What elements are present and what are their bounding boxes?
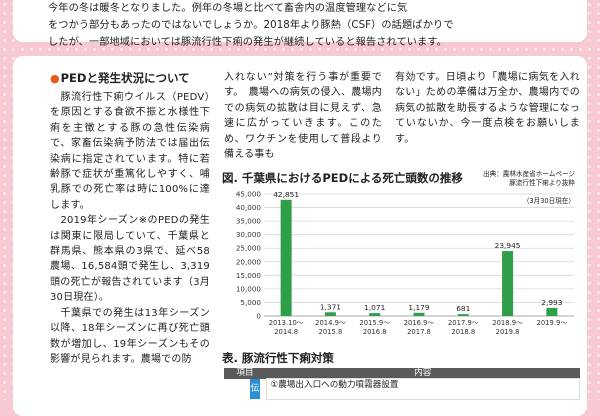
bar (324, 312, 336, 316)
x-tick-label: 2014.8 (274, 328, 298, 336)
right-column: 有効です。日頃より「農場に病気を入れない」ための準備は万全か、農場内での病気の拡… (395, 70, 580, 147)
y-tick-label: 40,000 (236, 203, 262, 212)
source-line: 豚流行性下痢より抜粋 (509, 179, 575, 187)
x-tick-label: 2018.9～ (492, 319, 523, 327)
middle-column: 入れない”対策を行う事が重要です。 農場への病気の侵入、農場内での病気の拡散は目… (224, 70, 382, 162)
data-label: 23,945 (495, 241, 521, 250)
figure-date-note: （3月30日現在） (522, 197, 575, 205)
death-count-bar-chart: 0 5,000 10,000 15,000 20,000 25,000 30,000 35,0… (236, 190, 574, 336)
y-tick-label: 0 (256, 312, 261, 321)
x-tick-label: 2018.8 (451, 328, 475, 336)
left-column: ●PEDと発生状況について 豚流行性下痢ウイルス（PEDV）を原因とする食欲不振… (50, 70, 210, 367)
x-tick-label: 2019.8 (496, 328, 520, 336)
table-header-item: 項目 (224, 368, 266, 379)
bar (457, 314, 469, 316)
x-tick-label: 2016.9～ (404, 319, 435, 327)
article-box (13, 56, 587, 416)
y-tick-label: 45,000 (236, 190, 262, 199)
bar (502, 251, 514, 316)
paragraph: 有効です。日頃より「農場に病気を入れない」ための準備は万全か、農場内での病気の拡… (395, 72, 580, 145)
intro-line: 今年の冬は暖冬となりました。例年の冬場と比べて畜舎内の温度管理などに気 (48, 3, 408, 14)
data-label: 681 (456, 304, 470, 313)
table-content-cell: ①農場出入口への動力噴霧器設置 (265, 378, 580, 400)
x-tick-label: 2015.8 (319, 328, 343, 336)
data-label: 42,851 (273, 190, 299, 199)
intro-box (13, 0, 587, 42)
paragraph: 入れない”対策を行う事が重要です。 農場への病気の侵入、農場内での病気の拡散は目… (224, 72, 382, 161)
paragraph: 豚流行性下痢ウイルス（PEDV）を原因とする食欲不振と水様性下痢を主徴とする豚の… (50, 92, 210, 211)
bar (413, 312, 425, 316)
bar (546, 307, 558, 316)
section-heading: ●PEDと発生状況について (50, 70, 210, 87)
x-tick-label: 2014.9～ (315, 319, 346, 327)
y-tick-label: 20,000 (236, 257, 262, 266)
y-tick-label: 10,000 (236, 284, 262, 293)
x-tick-label: 2019.9～ (537, 319, 568, 327)
table-title: 表. 豚流行性下痢対策 (222, 351, 334, 365)
y-tick-label: 35,000 (236, 217, 262, 226)
y-tick-label: 15,000 (236, 271, 262, 280)
y-tick-label: 25,000 (236, 244, 262, 253)
data-label: 1,371 (320, 302, 341, 311)
x-tick-label: 2016.8 (363, 328, 387, 336)
countermeasures-table: 項目 内容 伝 ①農場出入口への動力噴霧器設置 (224, 368, 580, 400)
figure-title: 図. 千葉県におけるPEDによる死亡頭数の推移 (222, 171, 463, 185)
bar (369, 313, 381, 316)
data-label: 1,071 (364, 303, 385, 312)
x-tick-label: 2017.8 (407, 328, 431, 336)
x-tick-label: 2017.9～ (448, 319, 479, 327)
intro-line: したが、一部地域においては豚流行性下痢の発生が継続していると報告されています。 (48, 37, 447, 48)
section-heading-text: PEDと発生状況について (60, 71, 190, 85)
table-header-content: 内容 (266, 368, 580, 379)
y-tick-label: 5,000 (240, 298, 261, 307)
bullet-icon: ● (50, 72, 60, 85)
paragraph: 2019年シーズン※のPEDの発生は関東に限局していて、千葉県と群馬県、熊本県の… (50, 215, 210, 304)
figure-source: 出典：農林水産省ホームページ 豚流行性下痢より抜粋 (458, 170, 575, 188)
intro-line: をつかう部分もあったのではないでしょうか。2018年より豚熱（CSF）の話題ばか… (48, 20, 454, 31)
y-tick-label: 30,000 (236, 230, 262, 239)
bar (280, 199, 292, 316)
data-label: 1,179 (408, 303, 429, 312)
paragraph: 千葉県での発生は13年シーズン以降、18年シーズンに再び死亡頭数が増加し、19年… (50, 307, 210, 365)
source-line: 出典：農林水産省ホームページ (483, 170, 575, 178)
x-tick-label: 2015.9～ (359, 319, 390, 327)
data-label: 2,993 (541, 298, 562, 307)
category-label: 伝 (250, 378, 260, 399)
x-tick-label: 2013.10～ (269, 319, 304, 327)
table-category-cell: 伝 (224, 378, 266, 400)
intro-text: 今年の冬は暖冬となりました。例年の冬場と比べて畜舎内の温度管理などに気 をつかう… (48, 0, 568, 51)
